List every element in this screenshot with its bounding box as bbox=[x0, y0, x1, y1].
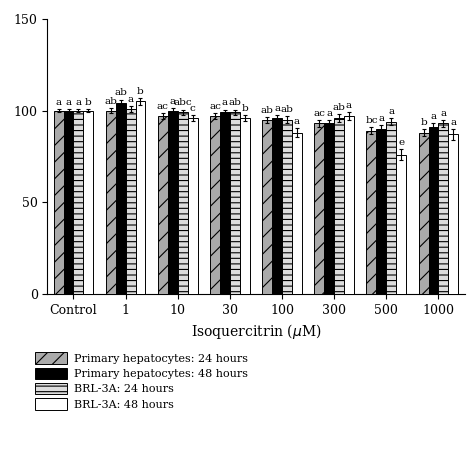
Bar bbox=[126, 109, 136, 294]
Bar bbox=[334, 118, 344, 294]
Bar bbox=[272, 118, 282, 294]
Bar bbox=[240, 118, 250, 294]
Bar bbox=[106, 110, 116, 294]
Bar bbox=[366, 131, 376, 294]
Legend: Primary hepatocytes: 24 hours, Primary hepatocytes: 48 hours, BRL-3A: 24 hours, : Primary hepatocytes: 24 hours, Primary h… bbox=[32, 349, 252, 413]
Text: a: a bbox=[75, 98, 82, 107]
Text: ab: ab bbox=[281, 105, 293, 114]
Text: a: a bbox=[430, 112, 437, 121]
Bar bbox=[324, 123, 334, 294]
Text: a: a bbox=[346, 101, 352, 110]
Bar bbox=[314, 123, 324, 294]
Text: a: a bbox=[170, 97, 176, 106]
Text: a: a bbox=[128, 95, 134, 104]
Text: a: a bbox=[55, 98, 62, 107]
Text: a: a bbox=[294, 117, 300, 126]
Text: ab: ab bbox=[228, 99, 241, 108]
Bar bbox=[83, 110, 93, 294]
Text: a: a bbox=[222, 99, 228, 108]
Bar bbox=[262, 120, 272, 294]
Bar bbox=[54, 110, 64, 294]
Bar bbox=[419, 133, 428, 294]
Bar bbox=[428, 127, 438, 294]
Bar bbox=[292, 133, 302, 294]
Bar bbox=[158, 116, 168, 294]
Bar bbox=[168, 110, 178, 294]
Text: bc: bc bbox=[365, 116, 378, 125]
Bar bbox=[396, 155, 406, 294]
Text: a: a bbox=[65, 98, 72, 107]
Text: b: b bbox=[420, 118, 427, 127]
Text: a: a bbox=[274, 104, 280, 113]
Bar bbox=[386, 122, 396, 294]
Bar bbox=[210, 116, 220, 294]
Text: b: b bbox=[85, 98, 91, 107]
Text: ab: ab bbox=[333, 103, 346, 112]
Bar bbox=[64, 110, 73, 294]
Text: a: a bbox=[450, 118, 456, 127]
Text: a: a bbox=[326, 109, 332, 118]
Text: e: e bbox=[398, 138, 404, 147]
Bar bbox=[448, 135, 458, 294]
Bar bbox=[220, 112, 230, 294]
Bar bbox=[376, 129, 386, 294]
Text: a: a bbox=[378, 114, 384, 123]
Text: abc: abc bbox=[173, 99, 192, 108]
Text: ac: ac bbox=[157, 102, 169, 111]
Bar bbox=[136, 101, 146, 294]
Bar bbox=[178, 112, 188, 294]
Bar bbox=[73, 110, 83, 294]
Text: ab: ab bbox=[104, 97, 117, 106]
Text: a: a bbox=[388, 107, 394, 116]
Bar bbox=[282, 120, 292, 294]
Text: ac: ac bbox=[313, 109, 325, 118]
Text: c: c bbox=[190, 104, 195, 113]
Text: b: b bbox=[241, 104, 248, 113]
Text: ac: ac bbox=[209, 102, 221, 111]
Bar bbox=[344, 116, 354, 294]
Bar bbox=[116, 103, 126, 294]
Text: ab: ab bbox=[114, 89, 127, 97]
Text: b: b bbox=[137, 87, 144, 96]
Text: a: a bbox=[440, 109, 447, 118]
X-axis label: Isoquercitrin ($\mu$M): Isoquercitrin ($\mu$M) bbox=[191, 322, 321, 341]
Text: ab: ab bbox=[261, 106, 273, 115]
Bar bbox=[230, 112, 240, 294]
Bar bbox=[188, 118, 198, 294]
Bar bbox=[438, 123, 448, 294]
